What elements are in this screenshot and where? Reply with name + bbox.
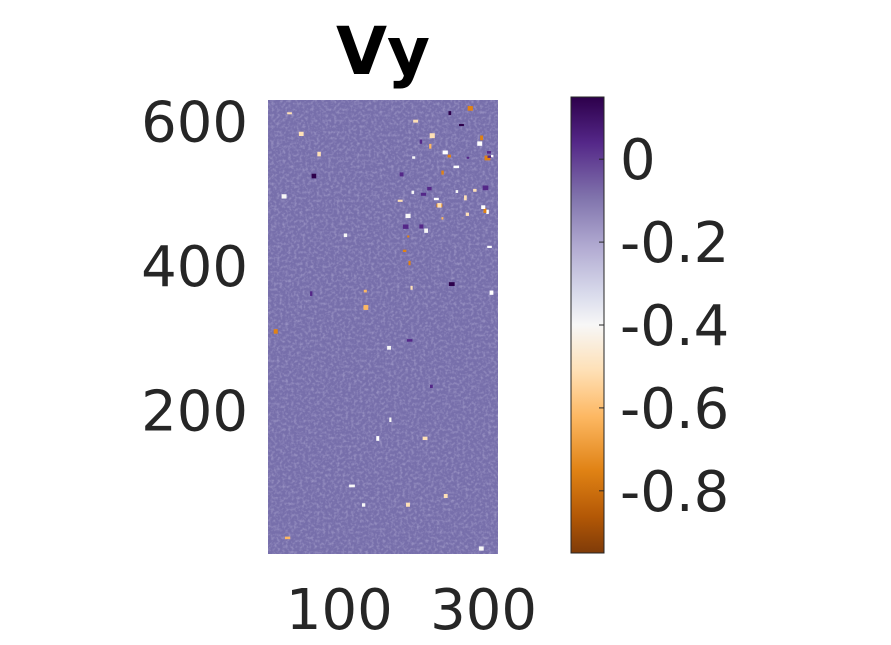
heatmap-speckle: [402, 224, 409, 229]
colorbar-gradient: [570, 96, 605, 554]
y-tick-label: 600: [141, 91, 248, 156]
heatmap-speckle: [459, 123, 464, 127]
x-tick-label: 300: [430, 578, 537, 643]
heatmap-speckle: [429, 384, 433, 389]
heatmap-speckle: [361, 503, 366, 507]
heatmap-speckle: [402, 249, 407, 253]
heatmap-speckles: [273, 106, 494, 551]
heatmap-speckle: [453, 165, 460, 169]
x-tick-label: 100: [286, 578, 393, 643]
heatmap-speckle: [477, 141, 483, 146]
heatmap-speckle: [487, 155, 492, 158]
x-axis-ticks: 100 300: [286, 578, 537, 643]
heatmap-speckle: [467, 106, 473, 111]
heatmap-speckle: [407, 235, 410, 238]
heatmap-speckle: [481, 205, 486, 210]
heatmap-speckle: [420, 192, 427, 196]
heatmap-speckle: [317, 151, 321, 157]
heatmap-speckle: [486, 151, 491, 154]
heatmap-speckle: [433, 197, 439, 201]
heatmap-speckle: [311, 173, 317, 179]
heatmap-speckle: [448, 282, 455, 286]
heatmap-speckle: [419, 224, 424, 229]
heatmap-speckle: [405, 213, 411, 219]
heatmap-speckle: [273, 329, 278, 334]
heatmap-speckle: [363, 289, 367, 293]
heatmap-speckle: [486, 209, 489, 214]
heatmap-speckle: [419, 139, 423, 144]
y-tick-label: 400: [141, 235, 248, 300]
heatmap-speckle: [483, 208, 487, 213]
heatmap-speckle: [424, 228, 428, 233]
heatmap-speckle: [482, 185, 489, 191]
heatmap-speckle: [413, 119, 419, 123]
heatmap-speckle: [343, 233, 348, 238]
heatmap-speckle: [406, 502, 410, 507]
colorbar-tick-label: -0.4: [620, 294, 729, 359]
colorbar-ticks: 0 -0.2 -0.4 -0.6 -0.8: [599, 128, 729, 525]
colorbar-tick-label: -0.6: [620, 377, 729, 442]
heatmap-speckle: [441, 217, 444, 220]
heatmap-speckle: [397, 199, 403, 202]
y-tick-label: 200: [141, 379, 248, 444]
heatmap-speckle: [480, 135, 484, 141]
heatmap-speckle: [429, 133, 435, 139]
heatmap-speckle: [412, 156, 416, 159]
heatmap-speckle: [349, 484, 355, 488]
heatmap-speckle: [491, 154, 494, 158]
heatmap-speckle: [429, 143, 432, 149]
colorbar-tick-label: 0: [620, 128, 656, 193]
heatmap-speckle: [364, 305, 369, 310]
heatmap-noise: [268, 100, 498, 554]
heatmap-speckle: [448, 111, 452, 116]
heatmap-speckle: [442, 150, 448, 155]
heatmap-speckle: [387, 345, 391, 350]
heatmap-speckle: [406, 339, 413, 342]
colorbar: 0 -0.2 -0.4 -0.6 -0.8: [570, 96, 729, 554]
heatmap-speckle: [376, 436, 380, 441]
heatmap-speckle: [411, 190, 415, 194]
heatmap-speckle: [466, 156, 470, 159]
chart-title: Vy: [336, 13, 430, 90]
heatmap-speckle: [284, 536, 291, 540]
heatmap-speckle: [410, 285, 413, 290]
heatmap-speckle: [478, 546, 484, 551]
heatmap-speckle: [455, 190, 459, 193]
heatmap-speckle: [281, 194, 287, 199]
y-axis-ticks: 200 400 600: [141, 91, 248, 445]
heatmap-speckle: [422, 436, 428, 441]
heatmap-speckle: [298, 131, 304, 137]
heatmap-speckle: [447, 154, 451, 158]
heatmap-speckle: [408, 260, 411, 266]
heatmap-speckle: [437, 202, 442, 208]
heatmap-speckle: [443, 493, 448, 498]
heatmap-speckle: [389, 417, 392, 423]
heatmap-speckle: [441, 170, 444, 175]
heatmap-speckle: [489, 290, 494, 295]
heatmap-speckle: [465, 212, 470, 216]
heatmap-speckle: [399, 172, 404, 177]
colorbar-tick-label: -0.8: [620, 460, 729, 525]
plot-area: [268, 100, 498, 554]
heatmap-speckle: [427, 186, 432, 191]
heatmap-speckle: [287, 112, 292, 115]
heatmap-speckle: [310, 291, 313, 296]
heatmap-speckle: [484, 155, 491, 161]
heatmap-speckle: [464, 195, 467, 201]
heatmap-speckle: [487, 245, 492, 248]
colorbar-tick-label: -0.2: [620, 211, 729, 276]
heatmap-speckle: [473, 188, 477, 192]
